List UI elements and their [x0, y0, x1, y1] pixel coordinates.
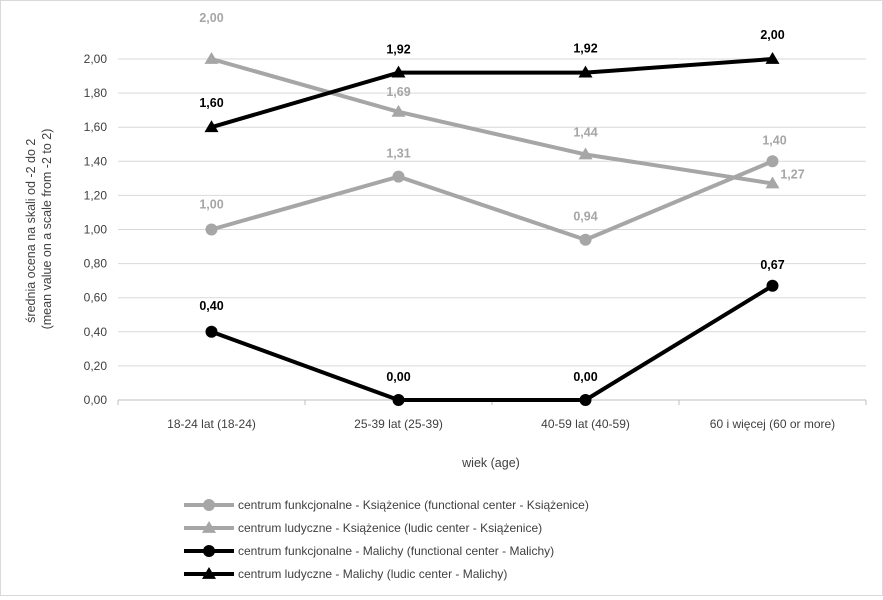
- y-tick-label: 1,40: [84, 154, 108, 168]
- x-axis-title: wiek (age): [461, 456, 520, 470]
- series-point: [204, 120, 219, 133]
- series-point: [766, 279, 779, 292]
- legend-entry: centrum ludyczne - Malichy (ludic center…: [184, 567, 507, 581]
- y-tick-label: 0,80: [84, 257, 108, 271]
- legend-label: centrum funkcjonalne - Książenice (funct…: [238, 498, 589, 512]
- legend-swatch-marker: [203, 545, 215, 557]
- series-line: [210, 57, 773, 130]
- y-tick-label: 2,00: [84, 52, 108, 66]
- legend-swatch-marker: [203, 499, 215, 511]
- x-category-label: 18-24 lat (18-24): [167, 417, 256, 431]
- y-tick-label: 0,20: [84, 359, 108, 373]
- series-point: [765, 176, 780, 189]
- legend-swatch-marker: [202, 567, 216, 579]
- y-axis-title: średnia ocena na skali od -2 do 2 (mean …: [24, 129, 54, 330]
- data-label: 1,92: [386, 43, 410, 57]
- series-point: [391, 104, 406, 117]
- data-label: 1,31: [386, 147, 410, 161]
- y-tick-labels: 0,00 0,20 0,40 0,60 0,80 1,00 1,20 1,40 1,60 1,80…: [84, 52, 108, 407]
- data-label: 0,00: [573, 370, 597, 384]
- legend-label: centrum funkcjonalne - Malichy (function…: [238, 544, 554, 558]
- y-axis-title-line-1: średnia ocena na skali od -2 do 2: [24, 139, 38, 323]
- series-3: [205, 279, 779, 406]
- x-category-label: 40-59 lat (40-59): [541, 417, 630, 431]
- series-2: [204, 52, 780, 189]
- y-tick-label: 1,80: [84, 86, 108, 100]
- data-label: 0,67: [760, 258, 784, 272]
- series-point: [204, 52, 219, 64]
- series-point: [205, 325, 218, 338]
- legend-entry: centrum funkcjonalne - Malichy (function…: [184, 544, 554, 558]
- series-line: [210, 159, 774, 242]
- y-tick-label: 0,60: [84, 291, 108, 305]
- series-point: [579, 233, 592, 246]
- data-label: 2,00: [199, 11, 223, 25]
- series-point: [392, 394, 405, 406]
- series-line: [210, 284, 774, 402]
- gridlines: [117, 58, 867, 405]
- series-4: [204, 52, 780, 133]
- series-point: [579, 394, 592, 406]
- y-axis-title-line-2: (mean value on a scale from -2 to 2): [40, 129, 54, 330]
- series-point: [392, 170, 405, 183]
- legend-entry: centrum funkcjonalne - Książenice (funct…: [184, 498, 589, 512]
- series-point: [578, 65, 593, 78]
- data-label: 1,69: [386, 85, 410, 99]
- legend-swatch-marker: [202, 521, 216, 533]
- y-tick-label: 1,60: [84, 120, 108, 134]
- series-point: [391, 65, 406, 78]
- legend-entry: centrum ludyczne - Książenice (ludic cen…: [184, 521, 542, 535]
- y-tick-label: 1,00: [84, 223, 108, 237]
- data-label: 0,94: [573, 210, 597, 224]
- x-category-label: 25-39 lat (25-39): [354, 417, 443, 431]
- x-category-label: 60 i więcej (60 or more): [710, 417, 835, 431]
- data-label: 1,40: [762, 133, 786, 147]
- series-line: [210, 57, 773, 186]
- series-point: [766, 155, 779, 168]
- data-labels: 1,00 1,31 0,94 1,40 2,00 1,69 1,44 1,27 0,40 0,00…: [199, 11, 804, 384]
- data-label: 2,00: [760, 28, 784, 42]
- data-label: 0,40: [199, 299, 223, 313]
- y-tick-label: 0,40: [84, 325, 108, 339]
- series-1: [205, 155, 779, 246]
- data-label: 1,00: [199, 198, 223, 212]
- x-category-labels: 18-24 lat (18-24) 25-39 lat (25-39) 40-59 …: [167, 417, 835, 431]
- data-label: 1,44: [573, 125, 597, 139]
- data-label: 1,27: [780, 167, 804, 181]
- legend: centrum funkcjonalne - Książenice (funct…: [184, 498, 589, 581]
- legend-label: centrum ludyczne - Malichy (ludic center…: [238, 567, 507, 581]
- data-label: 1,60: [199, 96, 223, 110]
- series-point: [205, 223, 218, 236]
- y-tick-label: 1,20: [84, 188, 108, 202]
- data-label: 1,92: [573, 42, 597, 56]
- legend-label: centrum ludyczne - Książenice (ludic cen…: [238, 521, 542, 535]
- series-group: [204, 52, 780, 406]
- data-label: 0,00: [386, 370, 410, 384]
- series-point: [765, 52, 780, 64]
- series-point: [578, 147, 593, 160]
- y-tick-label: 0,00: [84, 393, 108, 407]
